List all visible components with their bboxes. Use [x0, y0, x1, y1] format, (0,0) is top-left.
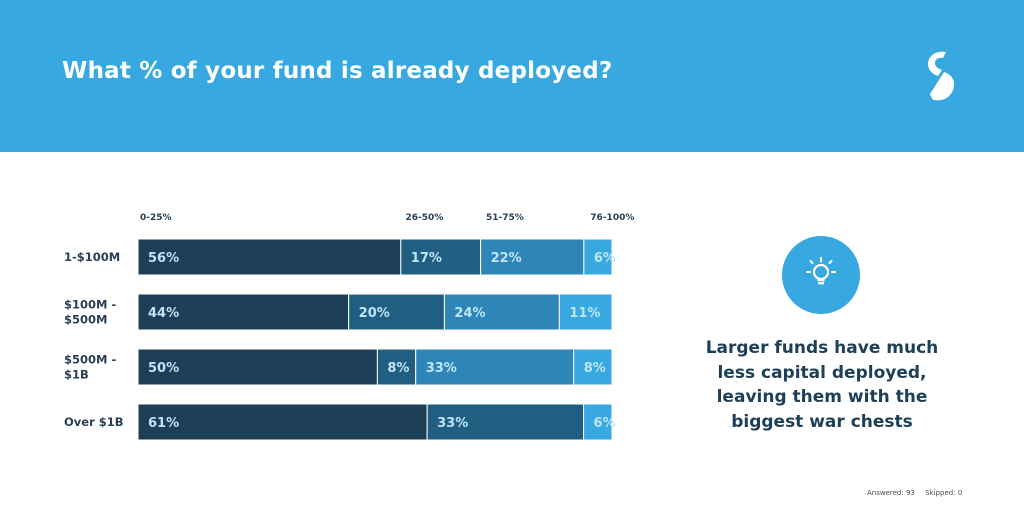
lightbulb-badge [782, 236, 860, 314]
bar-segment [137, 238, 402, 276]
legend-label: 51-75% [486, 213, 524, 223]
bar-segment [137, 293, 350, 331]
bar-value-label: 6% [594, 251, 616, 266]
legend-label: 0-25% [140, 213, 172, 223]
bar-value-label: 33% [426, 361, 457, 376]
bar-segment [583, 238, 613, 276]
bar-value-label: 44% [148, 306, 179, 321]
bar-segment [443, 293, 560, 331]
legend-label: 76-100% [590, 213, 634, 223]
bar-value-label: 22% [491, 251, 522, 266]
bar-value-label: 8% [584, 361, 606, 376]
stacked-bar-chart: 0-25% 26-50% 51-75% 76-100% 1-$100M 56% 17% 22%… [64, 213, 634, 441]
bar-value-label: 61% [148, 416, 179, 431]
bar-segment [137, 403, 428, 441]
bar-value-label: 17% [411, 251, 442, 266]
bar-value-label: 24% [454, 306, 485, 321]
bar-segment [583, 403, 613, 441]
bar-segment [137, 348, 378, 386]
survey-footer: Answered: 93 Skipped: 0 [867, 489, 970, 497]
category-label: 1-$100M [64, 250, 120, 264]
bar-segment [426, 403, 585, 441]
bar-segment [400, 238, 482, 276]
bar-value-label: 8% [387, 361, 409, 376]
bar-value-label: 11% [569, 306, 600, 321]
bar-value-label: 56% [148, 251, 179, 266]
legend-label: 26-50% [405, 213, 443, 223]
category-label: Over $1B [64, 415, 124, 429]
answered-count: Answered: 93 [867, 489, 915, 497]
bar-segment [480, 238, 585, 276]
bar-segment [558, 293, 613, 331]
page-title: What % of your fund is already deployed? [62, 58, 613, 84]
lightbulb-icon [806, 257, 836, 285]
bar-segment [573, 348, 613, 386]
bar-value-label: 6% [594, 416, 616, 431]
logo-icon [928, 51, 954, 101]
bar-segment [376, 348, 417, 386]
category-label: $500M -$1B [64, 353, 116, 382]
insight-text: Larger funds have much less capital depl… [705, 338, 939, 432]
skipped-count: Skipped: 0 [925, 489, 963, 497]
bar-value-label: 33% [437, 416, 468, 431]
header-banner: What % of your fund is already deployed? [0, 0, 1024, 152]
bar-segment [348, 293, 445, 331]
bar-value-label: 50% [148, 361, 179, 376]
category-label: $100M -$500M [64, 298, 116, 327]
bar-value-label: 20% [359, 306, 390, 321]
